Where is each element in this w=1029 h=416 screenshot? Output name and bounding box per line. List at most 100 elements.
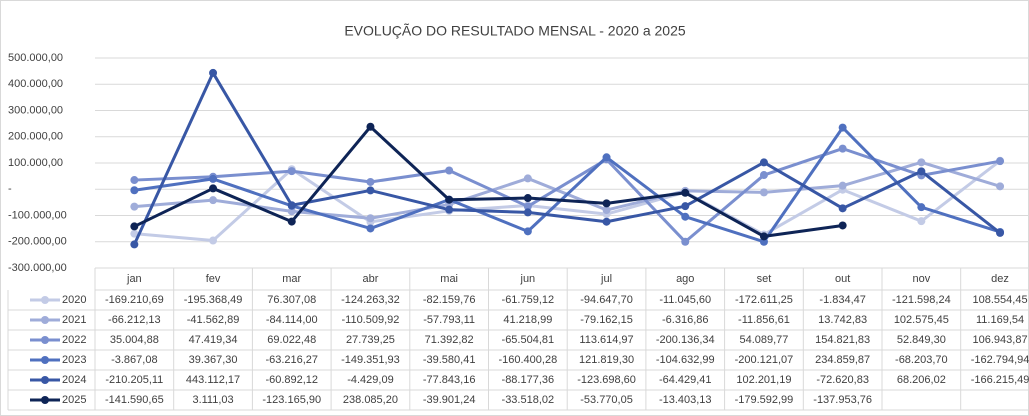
x-tick-label: fev — [206, 273, 221, 285]
table-cell: -72.620,83 — [816, 374, 869, 386]
table-cell: -53.770,05 — [580, 394, 633, 406]
table-cell: -179.592,99 — [735, 394, 794, 406]
point — [209, 184, 218, 193]
series-line — [134, 147, 1001, 244]
table-cell: 102.201,19 — [736, 374, 791, 386]
point — [838, 144, 847, 153]
point — [759, 188, 768, 197]
point — [445, 195, 454, 204]
x-tick-label: set — [757, 273, 772, 285]
point — [759, 158, 768, 167]
table-cell: -57.793,11 — [423, 314, 475, 326]
x-tick-label: jun — [520, 273, 536, 285]
y-tick-label: -100.000,00 — [8, 209, 67, 221]
table-cell: 3.111,03 — [192, 394, 233, 406]
table-cell: -121.598,24 — [892, 294, 951, 306]
table-cell: 27.739,25 — [346, 334, 395, 346]
table-cell: -61.759,12 — [502, 294, 555, 306]
table-cell: -65.504,81 — [502, 334, 555, 346]
table-cell: -6.316,86 — [662, 314, 708, 326]
y-tick-label: 100.000,00 — [8, 157, 63, 169]
table-cell: -200.121,07 — [735, 354, 794, 366]
table-cell: -41.562,89 — [187, 314, 240, 326]
table-cell: -210.205,11 — [105, 374, 163, 386]
point — [130, 229, 139, 238]
point — [130, 222, 139, 231]
x-tick-label: ago — [676, 273, 694, 285]
point — [209, 174, 218, 183]
y-tick-label: 300.000,00 — [8, 104, 63, 116]
legend-key-marker — [41, 376, 49, 384]
point — [130, 240, 139, 249]
table-cell: -60.892,12 — [265, 374, 318, 386]
table-cell: 68.206,02 — [897, 374, 946, 386]
x-tick-label: abr — [362, 273, 378, 285]
point — [996, 228, 1005, 237]
point — [209, 196, 218, 205]
table-cell: 76.307,08 — [267, 294, 316, 306]
point — [996, 182, 1005, 191]
point — [287, 201, 296, 210]
table-cell: -166.215,49 — [971, 374, 1029, 386]
table-cell: 106.943,87 — [973, 334, 1028, 346]
legend-label: 2022 — [62, 334, 86, 346]
table-cell: 443.112,17 — [186, 374, 240, 386]
x-tick-label: mai — [440, 273, 458, 285]
point — [996, 157, 1005, 166]
point — [838, 221, 847, 230]
point — [287, 217, 296, 226]
legend-label: 2025 — [62, 394, 86, 406]
table-cell: 71.392,82 — [425, 334, 474, 346]
point — [681, 202, 690, 211]
x-tick-label: jan — [126, 273, 142, 285]
table-cell: 113.614,97 — [579, 334, 633, 346]
table-cell: -68.203,70 — [895, 354, 948, 366]
point — [366, 224, 375, 233]
table-cell: 52.849,30 — [897, 334, 946, 346]
point — [209, 68, 218, 77]
point — [602, 217, 611, 226]
table-cell: 102.575,45 — [894, 314, 949, 326]
table-cell: -39.580,41 — [423, 354, 476, 366]
table-cell: -195.368,49 — [184, 294, 243, 306]
point — [366, 122, 375, 131]
y-tick-label: 200.000,00 — [8, 131, 63, 143]
table-cell: -82.159,76 — [423, 294, 476, 306]
point — [917, 217, 926, 226]
table-cell: -104.632,99 — [656, 354, 715, 366]
table-cell: 11.169,54 — [976, 314, 1024, 326]
y-tick-label: - — [8, 183, 12, 195]
table-cell: -172.611,25 — [735, 294, 793, 306]
point — [917, 167, 926, 176]
table-cell: -11.856,61 — [738, 314, 790, 326]
y-tick-label: 400.000,00 — [8, 78, 63, 90]
point — [838, 123, 847, 132]
x-tick-label: out — [835, 273, 850, 285]
y-tick-label: -200.000,00 — [8, 236, 67, 248]
x-tick-label: mar — [282, 273, 301, 285]
table-cell: -11.045,60 — [659, 294, 711, 306]
table-cell: -169.210,69 — [105, 294, 164, 306]
table-cell: -200.136,34 — [656, 334, 715, 346]
point — [130, 186, 139, 195]
point — [759, 232, 768, 241]
point — [209, 236, 218, 245]
table-cell: -33.518,02 — [502, 394, 555, 406]
point — [917, 203, 926, 212]
legend-key-marker — [41, 356, 49, 364]
point — [759, 171, 768, 180]
point — [681, 212, 690, 221]
table-cell: 121.819,30 — [579, 354, 634, 366]
table-cell: -149.351,93 — [341, 354, 400, 366]
x-tick-label: nov — [912, 273, 930, 285]
table-cell: -162.794,94 — [971, 354, 1029, 366]
y-tick-label: 500.000,00 — [8, 52, 63, 64]
point — [523, 194, 532, 203]
table-cell: -110.509,92 — [341, 314, 399, 326]
series-line — [133, 125, 843, 238]
point — [681, 237, 690, 246]
legend-label: 2020 — [62, 294, 86, 306]
legend-label: 2021 — [62, 314, 86, 326]
table-cell: 54.089,77 — [739, 334, 788, 346]
